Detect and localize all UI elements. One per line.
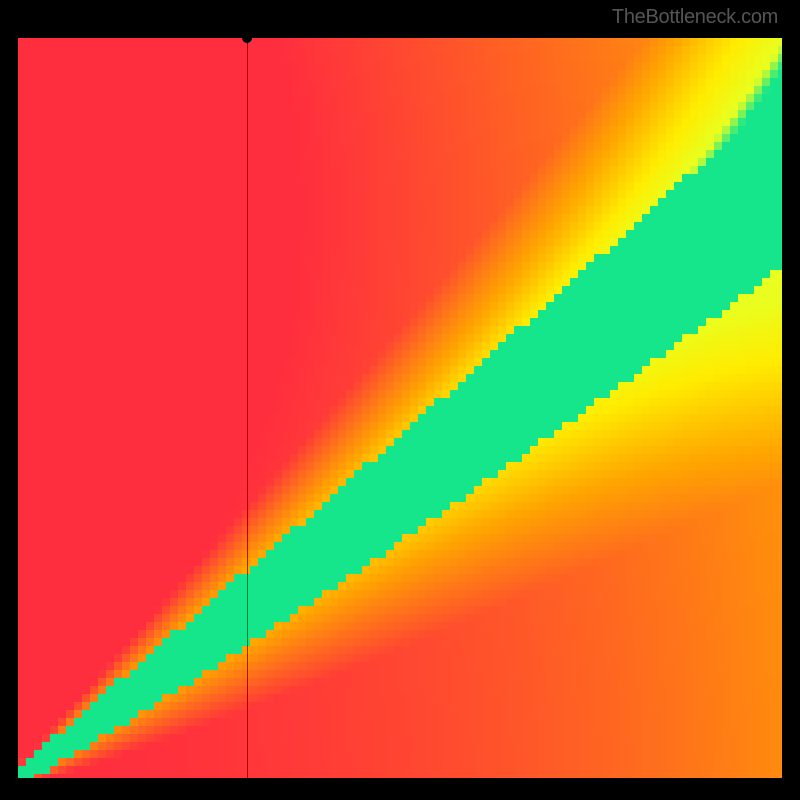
marker-dot xyxy=(242,33,252,43)
marker-vertical-line xyxy=(247,38,248,778)
attribution-text: TheBottleneck.com xyxy=(612,6,778,29)
heatmap-canvas xyxy=(18,38,782,778)
heatmap-plot xyxy=(18,38,782,778)
